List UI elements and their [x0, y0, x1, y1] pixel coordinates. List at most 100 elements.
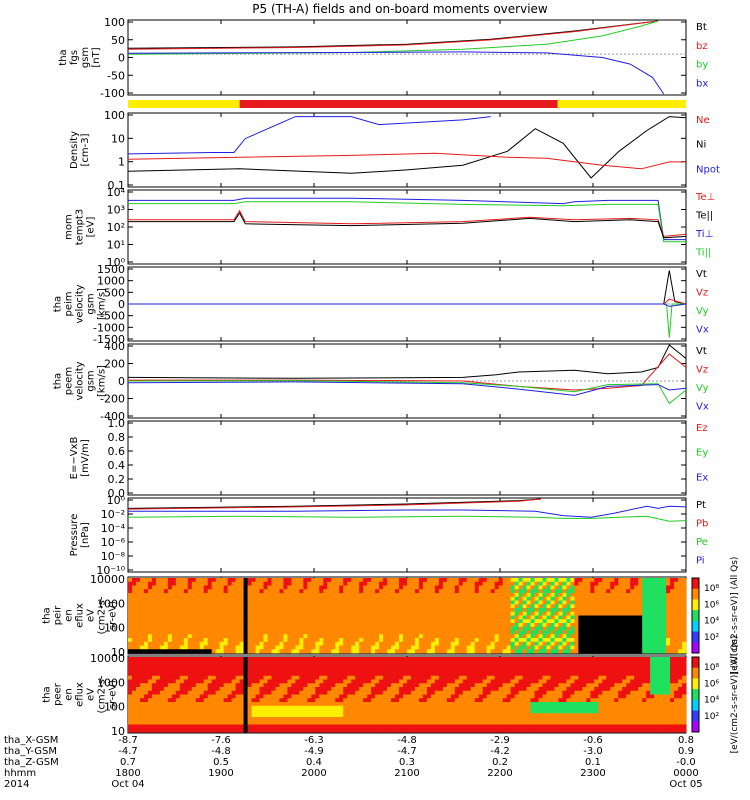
spectrogram-cell [211, 668, 217, 673]
spectrogram-cell [131, 589, 137, 594]
spectrogram-cell [414, 645, 420, 650]
spectrogram-cell [466, 702, 472, 707]
spectrogram-cell [243, 698, 248, 703]
spectrogram-cell [207, 630, 213, 635]
spectrogram-cell [255, 717, 260, 722]
spectrogram-cell [466, 657, 472, 662]
spectrogram-cell [307, 645, 312, 650]
spectrogram-cell [327, 690, 332, 695]
spectrogram-cell [279, 683, 284, 688]
spectrogram-cell [486, 581, 492, 586]
spectrogram-cell [287, 698, 292, 703]
spectrogram-cell [231, 668, 237, 673]
spectrogram-cell [610, 623, 615, 628]
spectrogram-cell [299, 600, 304, 605]
spectrogram-cell [155, 683, 161, 688]
spectrogram-cell [666, 608, 671, 613]
spectrogram-cell [438, 623, 444, 628]
spectrogram-cell [339, 619, 344, 624]
spectrogram-cell [267, 589, 272, 594]
spectrogram-cell [395, 724, 400, 729]
spectrogram-cell [614, 585, 619, 590]
spectrogram-cell [319, 641, 324, 646]
spectrogram-cell [223, 694, 229, 699]
spectrogram-cell [175, 623, 181, 628]
spectrogram-cell [259, 675, 264, 680]
spectrogram-cell [367, 690, 372, 695]
spectrogram-cell [195, 623, 201, 628]
spectrogram-cell [518, 581, 523, 586]
spectrogram-cell [430, 611, 436, 616]
spectrogram-cell [223, 720, 229, 725]
spectrogram-cell [630, 615, 635, 620]
spectrogram-cell [442, 619, 448, 624]
spectrogram-cell [498, 608, 504, 613]
spectrogram-cell [128, 641, 133, 646]
spectrogram-cell [287, 709, 292, 714]
spectrogram-cell [215, 608, 221, 613]
spectrogram-cell [275, 679, 280, 684]
spectrogram-cell [371, 649, 376, 654]
spectrogram-cell [422, 717, 428, 722]
spectrogram-cell [271, 679, 276, 684]
spectrogram-cell [478, 581, 484, 586]
spectrogram-cell [275, 657, 280, 662]
spectrogram-cell [135, 709, 141, 714]
spectrogram-cell [271, 668, 276, 673]
spectrogram-cell [550, 619, 555, 624]
spectrogram-cell [654, 608, 659, 613]
spectrogram-cell [131, 660, 137, 665]
spectrogram-cell [534, 585, 539, 590]
spectrogram-cell [271, 728, 276, 733]
spectrogram-cell [367, 694, 372, 699]
spectrogram-cell [279, 615, 284, 620]
spectrogram-cell [558, 623, 563, 628]
spectrogram-cell [199, 596, 205, 601]
spectrogram-cell [391, 638, 396, 643]
spectrogram-cell [179, 600, 185, 605]
spectrogram-cell [287, 596, 292, 601]
spectrogram-cell [251, 694, 256, 699]
spectrogram-cell [678, 630, 683, 635]
spectrogram-cell [622, 593, 627, 598]
spectrogram-cell [135, 578, 141, 583]
spectrogram-cell [251, 702, 256, 707]
spectrogram-cell [319, 604, 324, 609]
spectrogram-cell [470, 589, 476, 594]
spectrogram-cell [538, 596, 543, 601]
spectrogram-cell [131, 604, 137, 609]
spectrogram-cell [542, 649, 547, 654]
spectrogram-cell [135, 713, 141, 718]
spectrogram-cell [550, 604, 555, 609]
y-tick-label: 0.4 [108, 459, 126, 472]
spectrogram-cell [299, 604, 304, 609]
spectrogram-cell [128, 664, 133, 669]
spectrogram-cell [235, 615, 240, 620]
spectrogram-cell [438, 668, 444, 673]
spectrogram-cell [315, 713, 320, 718]
spectrogram-cell [438, 611, 444, 616]
spectrogram-cell [418, 687, 424, 692]
spectrogram-cell [363, 615, 368, 620]
spectrogram-cell [295, 679, 300, 684]
spectrogram-cell [474, 690, 480, 695]
spectrogram-cell [347, 724, 352, 729]
spectrogram-cell [351, 641, 356, 646]
spectrogram-cell [151, 626, 157, 631]
spectrogram-cell [490, 630, 496, 635]
spectrogram-cell [367, 668, 372, 673]
spectrogram-cell [434, 608, 440, 613]
spectrogram-cell [135, 720, 141, 725]
spectrogram-cell [586, 623, 591, 628]
spectrogram-cell [395, 713, 400, 718]
spectrogram-cell [339, 600, 344, 605]
spectrogram-cell [163, 615, 169, 620]
spectrogram-cell [550, 649, 555, 654]
spectrogram-cell [375, 604, 380, 609]
spectrogram-cell [426, 683, 432, 688]
spectrogram-cell [163, 724, 169, 729]
spectrogram-cell [335, 728, 340, 733]
spectrogram-cell [191, 672, 197, 677]
spectrogram-cell [203, 717, 209, 722]
y-tick-label: 10⁻⁴ [101, 522, 126, 535]
